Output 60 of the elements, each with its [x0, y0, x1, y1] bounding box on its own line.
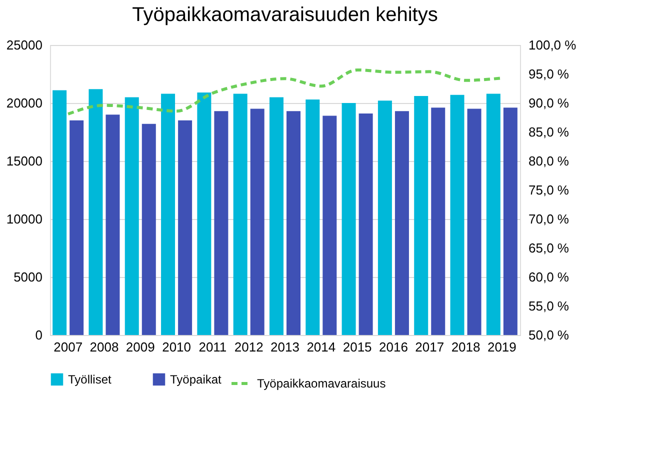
y-tick-label: 10000	[6, 212, 42, 226]
bar	[467, 108, 482, 335]
x-tick-label: 2010	[162, 340, 191, 354]
x-tick-label: 2009	[126, 340, 155, 354]
y2-tick-label: 85,0 %	[528, 124, 570, 140]
y-tick-label: 0	[35, 328, 42, 342]
bar	[269, 97, 284, 335]
x-tick-label: 2008	[90, 340, 119, 354]
bar	[286, 111, 301, 335]
bar	[322, 116, 337, 335]
y-tick-label: 25000	[6, 38, 42, 52]
bar	[70, 120, 84, 335]
y-tick-label: 5000	[14, 270, 42, 284]
bar	[52, 90, 67, 335]
legend-label: Työpaikkaomavaraisuus	[257, 376, 386, 390]
bar	[250, 108, 264, 335]
x-tick-label: 2013	[270, 340, 300, 354]
legend-label: Työpaikat	[170, 372, 222, 386]
bar	[394, 111, 409, 335]
bar	[214, 111, 228, 335]
bar	[486, 94, 500, 335]
bar	[142, 124, 156, 335]
y2-tick-label: 65,0 %	[528, 240, 570, 256]
y2-tick-label: 95,0 %	[528, 66, 570, 82]
bar	[178, 120, 192, 335]
x-tick-label: 2016	[379, 340, 408, 354]
y2-tick-label: 90,0 %	[528, 96, 570, 110]
bar	[106, 114, 120, 335]
y2-tick-label: 70,0 %	[528, 212, 570, 226]
bar	[431, 108, 446, 335]
x-tick-label: 2019	[487, 340, 516, 354]
y2-tick-label: 60,0 %	[528, 270, 570, 284]
y2-tick-label: 75,0 %	[528, 182, 570, 198]
x-tick-label: 2012	[234, 340, 264, 354]
bar	[161, 94, 176, 335]
bar	[124, 97, 139, 335]
y2-tick-label: 80,0 %	[528, 154, 570, 168]
y2-tick-label: 55,0 %	[528, 298, 570, 314]
bar	[342, 103, 356, 335]
x-tick-label: 2007	[54, 340, 83, 354]
x-tick-label: 2015	[342, 340, 372, 354]
bar	[306, 100, 320, 335]
bar	[197, 92, 212, 335]
bar	[450, 94, 464, 335]
x-tick-label: 2011	[198, 340, 227, 354]
legend-label: Työlliset	[68, 372, 112, 386]
bar	[233, 94, 248, 335]
bar	[358, 113, 373, 335]
x-tick-label: 2014	[306, 340, 336, 354]
bar	[414, 96, 428, 335]
y2-tick-label: 100,0 %	[528, 38, 577, 52]
y-tick-label: 20000	[6, 96, 42, 110]
bar	[503, 108, 518, 335]
y2-tick-label: 50,0 %	[528, 328, 570, 342]
y-tick-label: 15000	[6, 154, 42, 168]
bar	[88, 89, 103, 335]
chart-title: Työpaikkaomavaraisuuden kehitys	[132, 4, 438, 26]
x-tick-label: 2017	[415, 340, 444, 354]
bar	[378, 100, 392, 335]
x-tick-label: 2018	[451, 340, 480, 354]
